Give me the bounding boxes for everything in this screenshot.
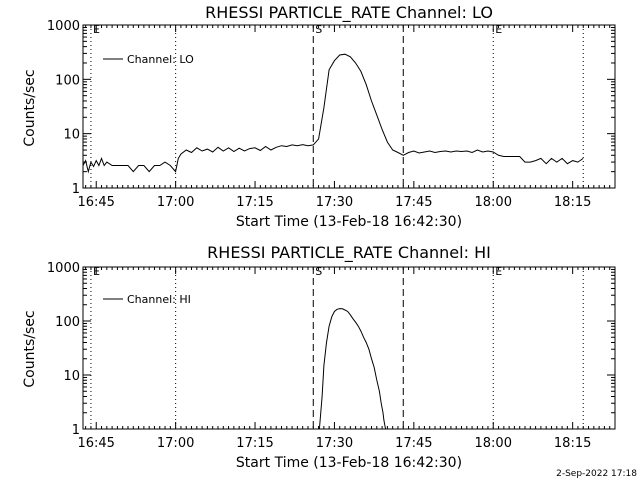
- x-tick-label: 18:15: [554, 436, 591, 451]
- y-tick-label: 1000: [47, 19, 80, 34]
- marker-label: E: [93, 23, 100, 36]
- x-tick-label: 17:00: [157, 436, 194, 451]
- y-tick-label: 10: [63, 128, 80, 143]
- panel-hi-xlabel: Start Time (13-Feb-18 16:42:30): [236, 455, 462, 471]
- marker-label: S: [315, 23, 322, 36]
- x-tick-label: 18:15: [554, 195, 591, 210]
- marker-label: S: [315, 265, 322, 278]
- panel-lo-legend-label: Channel: LO: [127, 53, 194, 66]
- plot-frame: [82, 266, 616, 430]
- marker-label: E: [495, 23, 502, 36]
- x-tick-label: 17:45: [395, 436, 432, 451]
- marker-label: E: [495, 265, 502, 278]
- panel-lo-ylabel: Counts/sec: [22, 69, 38, 146]
- series-line: [318, 308, 387, 430]
- y-tick-label: 100: [55, 315, 80, 330]
- panel-lo-xlabel: Start Time (13-Feb-18 16:42:30): [236, 214, 462, 230]
- x-tick-label: 18:00: [475, 195, 512, 210]
- x-tick-label: 17:30: [316, 195, 353, 210]
- x-tick-label: 17:15: [236, 436, 273, 451]
- x-tick-label: 18:00: [475, 436, 512, 451]
- y-tick-label: 10: [63, 369, 80, 384]
- y-tick-label: 100: [55, 73, 80, 88]
- x-tick-label: 17:15: [236, 195, 273, 210]
- series-line: [82, 53, 584, 174]
- plot-frame: [82, 24, 616, 189]
- date-stamp: 2-Sep-2022 17:18: [556, 469, 637, 479]
- x-tick-label: 16:45: [77, 195, 114, 210]
- panel-hi-ylabel: Counts/sec: [22, 310, 38, 387]
- y-tick-label: 1000: [47, 261, 80, 276]
- y-tick-label: 1: [72, 423, 80, 438]
- x-tick-label: 17:00: [157, 195, 194, 210]
- panel-hi-legend-label: Channel: HI: [127, 293, 191, 306]
- y-tick-label: 1: [72, 182, 80, 197]
- x-tick-label: 17:30: [316, 436, 353, 451]
- x-tick-label: 17:45: [395, 195, 432, 210]
- panel-lo: RHESSI PARTICLE_RATE Channel: LO Start T…: [22, 3, 616, 230]
- panel-hi-title: RHESSI PARTICLE_RATE Channel: HI: [207, 243, 491, 263]
- x-tick-label: 16:45: [77, 436, 114, 451]
- panel-lo-title: RHESSI PARTICLE_RATE Channel: LO: [205, 3, 493, 23]
- marker-label: E: [93, 265, 100, 278]
- panel-hi: RHESSI PARTICLE_RATE Channel: HI Start T…: [22, 243, 616, 471]
